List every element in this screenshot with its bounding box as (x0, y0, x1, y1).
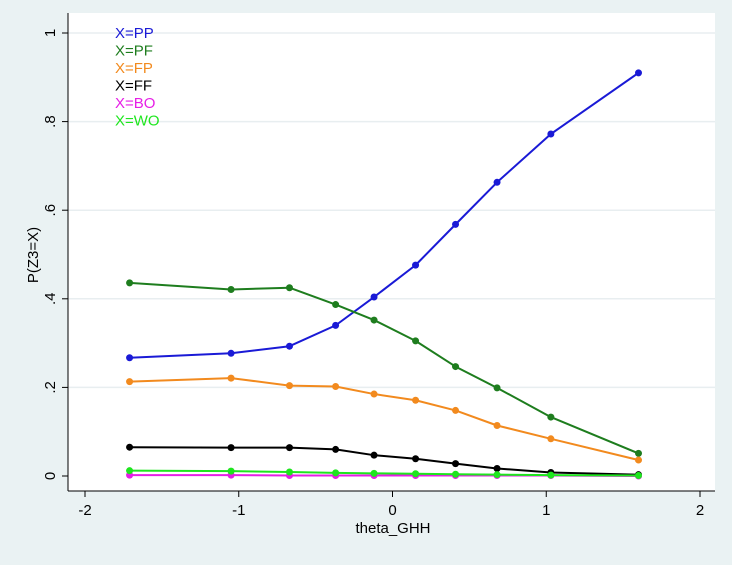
data-point-x-pp (285, 342, 293, 350)
y-tick-label: 0 (42, 472, 59, 480)
legend-entry: X=BO (115, 95, 155, 112)
data-point-x-ff (493, 464, 501, 472)
data-point-x-pf (370, 316, 378, 324)
data-point-x-wo (126, 467, 134, 475)
series-line-x-fp (129, 377, 639, 462)
data-point-x-pf (285, 284, 293, 292)
series-line-x-ff (129, 446, 639, 476)
x-tick-label: -2 (78, 502, 91, 519)
data-point-x-pp (412, 261, 420, 269)
x-axis-title: theta_GHH (355, 520, 430, 537)
y-tick-label: .6 (42, 204, 59, 217)
data-point-x-fp (332, 383, 340, 391)
data-point-x-pf (126, 279, 134, 287)
legend-entry: X=WO (115, 113, 160, 130)
data-point-x-pf (547, 413, 555, 421)
data-point-x-pp (332, 321, 340, 329)
data-point-x-pf (493, 384, 501, 392)
data-point-x-ff (227, 444, 235, 452)
data-point-x-wo (370, 469, 378, 477)
data-point-x-pp (493, 178, 501, 186)
x-tick-label: -1 (232, 502, 245, 519)
data-point-x-wo (547, 471, 555, 479)
x-tick-label: 1 (542, 502, 550, 519)
data-point-x-pp (547, 130, 555, 138)
data-point-x-fp (126, 378, 134, 386)
data-point-x-ff (412, 455, 420, 463)
data-point-x-fp (635, 456, 642, 464)
data-point-x-pf (412, 337, 420, 345)
data-point-x-pp (227, 349, 235, 357)
plot-area (68, 13, 715, 491)
legend-entry: X=FF (115, 78, 152, 95)
data-point-x-fp (370, 390, 378, 398)
legend-entry: X=PP (115, 25, 154, 42)
data-point-x-pf (635, 449, 642, 457)
data-point-x-wo (635, 472, 642, 480)
data-point-x-ff (370, 451, 378, 459)
data-point-x-pp (452, 220, 460, 228)
data-point-x-ff (332, 445, 340, 453)
gridlines (68, 32, 715, 389)
legend-entry: X=PF (115, 43, 153, 60)
y-axis-title: P(Z3=X) (25, 227, 42, 283)
data-point-x-wo (412, 470, 420, 478)
y-tick-label: .2 (42, 381, 59, 394)
axes: 0 .2 .4 .6 .8 1 -2 -1 0 1 2 (42, 13, 715, 519)
series-lines (126, 69, 642, 480)
legend-entry: X=FP (115, 60, 153, 77)
y-tick-label: .4 (42, 293, 59, 306)
data-point-x-fp (227, 374, 235, 382)
series-line-x-pf (129, 281, 639, 455)
data-point-x-pp (370, 293, 378, 301)
data-point-x-ff (126, 443, 134, 451)
data-point-x-wo (452, 470, 460, 478)
data-point-x-fp (547, 435, 555, 443)
x-tick-label: 0 (388, 502, 396, 519)
legend: X=PPX=PFX=FPX=FFX=BOX=WO (115, 25, 160, 130)
data-point-x-wo (332, 469, 340, 477)
series-line-x-pp (129, 72, 640, 359)
data-point-x-pp (635, 69, 642, 77)
data-point-x-ff (452, 460, 460, 468)
y-tick-label: .8 (42, 115, 59, 128)
data-point-x-fp (493, 421, 501, 429)
data-point-x-wo (493, 471, 501, 479)
data-point-x-wo (227, 467, 235, 475)
data-point-x-fp (285, 382, 293, 390)
x-tick-label: 2 (696, 502, 704, 519)
data-point-x-wo (285, 468, 293, 476)
data-point-x-pf (452, 363, 460, 371)
data-point-x-pf (332, 301, 340, 309)
data-point-x-ff (285, 444, 293, 452)
y-tick-label: 1 (42, 29, 59, 37)
series-line-x-wo (129, 469, 639, 477)
data-point-x-pp (126, 354, 134, 362)
data-point-x-fp (452, 406, 460, 414)
data-point-x-fp (412, 396, 420, 404)
data-point-x-pf (227, 285, 235, 293)
